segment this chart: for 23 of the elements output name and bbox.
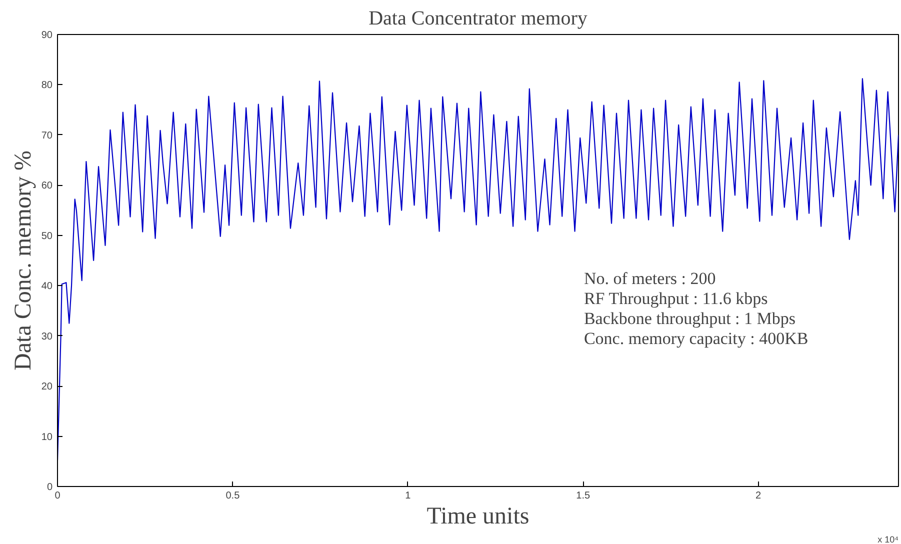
y-tick-label: 90 xyxy=(41,30,53,41)
y-tick-label: 50 xyxy=(41,230,53,242)
annotation: RF Throughput : 11.6 kbps xyxy=(584,289,768,308)
y-tick-label: 80 xyxy=(41,80,53,92)
y-tick-label: 40 xyxy=(41,281,53,292)
x-axis-title: Time units xyxy=(426,504,530,530)
y-tick-label: 0 xyxy=(46,482,53,493)
y-tick-label: 20 xyxy=(41,382,53,393)
x-tick-label: 1 xyxy=(405,490,412,502)
y-tick-label: 70 xyxy=(41,130,53,142)
x-tick-label: 1.5 xyxy=(576,490,591,502)
annotation: No. of meters : 200 xyxy=(584,269,716,288)
y-tick-label: 30 xyxy=(41,331,53,342)
annotation: Backbone throughput : 1 Mbps xyxy=(584,309,796,328)
x-tick-label: 2 xyxy=(756,490,762,502)
text: x 10⁴ xyxy=(878,534,899,544)
x-tick-label: 0.5 xyxy=(226,490,240,502)
y-axis-title: Data Conc. memory % xyxy=(10,150,36,370)
x-tick-label: 0 xyxy=(54,490,61,502)
y-tick-label: 60 xyxy=(41,180,53,192)
annotation: Conc. memory capacity : 400KB xyxy=(584,329,808,348)
chart-title: Data Concentrator memory xyxy=(368,8,588,30)
y-tick-label: 10 xyxy=(41,432,53,443)
